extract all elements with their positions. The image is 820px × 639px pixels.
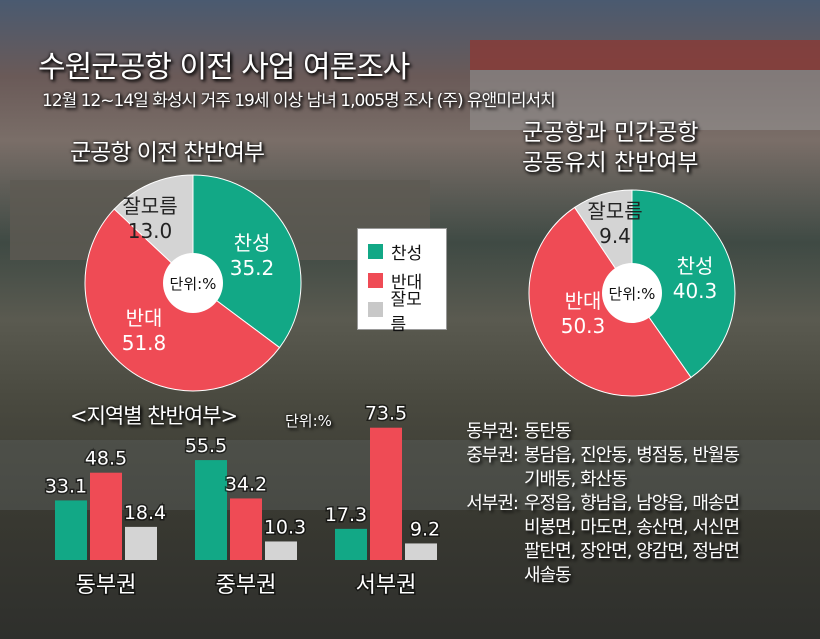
region-areas: 새솔동: [524, 565, 572, 586]
bar-중부권-찬성: [195, 460, 227, 560]
pie2-label: 찬성: [677, 254, 714, 278]
pie1-center: [163, 253, 223, 313]
region-row: 기배동, 화산동: [440, 468, 739, 492]
region-areas: 기배동, 화산동: [524, 469, 628, 490]
pie2-unit: 단위:%: [609, 285, 656, 303]
bar-동부권-잘모름: [125, 526, 157, 560]
region-key: [440, 468, 518, 492]
region-areas: 동탄동: [524, 421, 572, 442]
bar-서부권-반대: [370, 427, 402, 560]
bar-value-label: 18.4: [124, 502, 166, 524]
bar-unit: 단위:%: [285, 412, 332, 430]
pie2-value: 40.3: [673, 279, 718, 303]
region-row: 새솔동: [440, 564, 739, 588]
bar-category-label: 동부권: [76, 573, 137, 598]
legend-swatch: [368, 302, 383, 317]
region-key: [440, 516, 518, 540]
pie1-value: 13.0: [128, 219, 173, 243]
bar-서부권-잘모름: [405, 543, 437, 560]
legend-swatch: [368, 244, 383, 259]
bar-category-label: 서부권: [356, 573, 417, 598]
subtitle: 12월 12~14일 화성시 거주 19세 이상 남녀 1,005명 조사 (주…: [42, 91, 556, 111]
pie1-title: 군공항 이전 찬반여부: [70, 140, 265, 166]
region-row: 중부권: 봉담읍, 진안동, 병점동, 반월동: [440, 444, 740, 468]
page-title: 수원군공항 이전 사업 여론조사: [38, 50, 410, 85]
region-key: [440, 564, 518, 588]
bar-title: <지역별 찬반여부>: [70, 404, 238, 428]
pie1-value: 51.8: [122, 331, 167, 355]
pie1-value: 35.2: [230, 256, 275, 280]
pie2-value: 50.3: [561, 314, 606, 338]
bar-value-label: 73.5: [365, 403, 407, 425]
bar-value-label: 34.2: [225, 473, 267, 495]
region-row: 비봉면, 마도면, 송산면, 서신면: [440, 516, 740, 540]
region-list: 동부권: 동탄동 중부권: 봉담읍, 진안동, 병점동, 반월동 기배동, 화산동 서부권…: [440, 420, 740, 588]
bar-동부권-반대: [90, 472, 122, 560]
pie2-title: 군공항과 민간공항 공동유치 찬반여부: [522, 120, 699, 176]
legend-swatch: [368, 273, 383, 288]
pie2-label: 잘모름: [587, 199, 642, 223]
region-areas: 비봉면, 마도면, 송산면, 서신면: [524, 517, 740, 538]
legend-item: 반대: [368, 266, 436, 295]
pie2-slice-찬성: [631, 189, 736, 379]
bar-value-label: 17.3: [325, 504, 367, 526]
region-key: 서부권:: [466, 493, 519, 514]
pie1-unit: 단위:%: [170, 275, 217, 293]
pie1-slice-잘모름: [113, 174, 194, 285]
region-key: 중부권:: [466, 445, 519, 466]
pie1-label: 반대: [126, 306, 163, 330]
bar-서부권-찬성: [335, 528, 367, 560]
pie1-slice-찬성: [192, 174, 302, 349]
region-row: 동부권: 동탄동: [440, 420, 739, 444]
bar-중부권-잘모름: [265, 541, 297, 560]
region-row: 팔탄면, 장안면, 양감면, 정남면: [440, 540, 740, 564]
bar-value-label: 55.5: [185, 435, 227, 457]
background-roof: [470, 40, 820, 70]
region-row: 서부권: 우정읍, 향남읍, 남양읍, 매송면: [440, 492, 740, 516]
legend-item: 잘모름: [368, 290, 436, 335]
bar-value-label: 10.3: [264, 516, 306, 538]
region-areas: 팔탄면, 장안면, 양감면, 정남면: [524, 541, 740, 562]
bar-value-label: 9.2: [410, 518, 440, 540]
region-key: 동부권:: [466, 421, 519, 442]
background-runway: [0, 440, 820, 510]
bar-중부권-반대: [230, 498, 262, 560]
legend: 찬성 반대 잘모름: [357, 228, 447, 335]
region-areas: 우정읍, 향남읍, 남양읍, 매송면: [524, 493, 740, 514]
region-key: [440, 540, 518, 564]
pie2-center: [602, 263, 662, 323]
bar-category-label: 중부권: [216, 573, 277, 598]
region-areas: 봉담읍, 진안동, 병점동, 반월동: [524, 445, 740, 466]
pie2-label: 반대: [565, 289, 602, 313]
bar-value-label: 33.1: [45, 475, 87, 497]
bar-value-label: 48.5: [85, 448, 127, 470]
legend-item: 찬성: [368, 237, 436, 266]
bar-동부권-찬성: [55, 500, 87, 560]
pie1-label: 찬성: [234, 231, 271, 255]
background-building: [470, 70, 820, 130]
pie1-label: 잘모름: [122, 194, 177, 218]
pie2-value: 9.4: [599, 224, 631, 248]
